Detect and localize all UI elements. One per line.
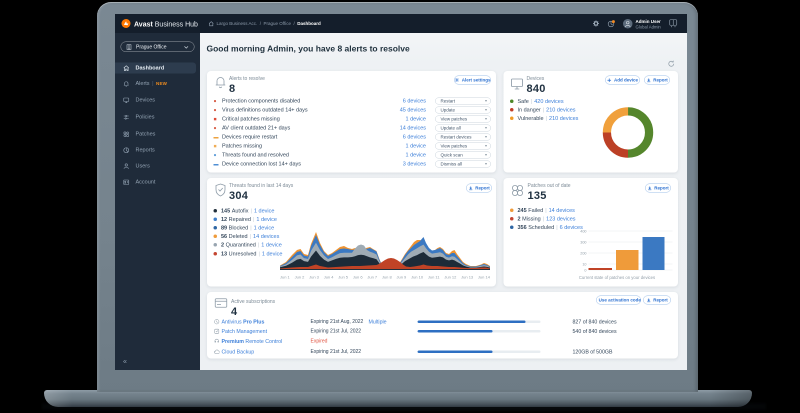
svg-text:0: 0 xyxy=(584,269,586,273)
svg-text:400: 400 xyxy=(580,230,586,234)
svg-text:200: 200 xyxy=(580,252,586,256)
svg-text:10: 10 xyxy=(582,263,586,267)
svg-text:300: 300 xyxy=(580,241,586,245)
